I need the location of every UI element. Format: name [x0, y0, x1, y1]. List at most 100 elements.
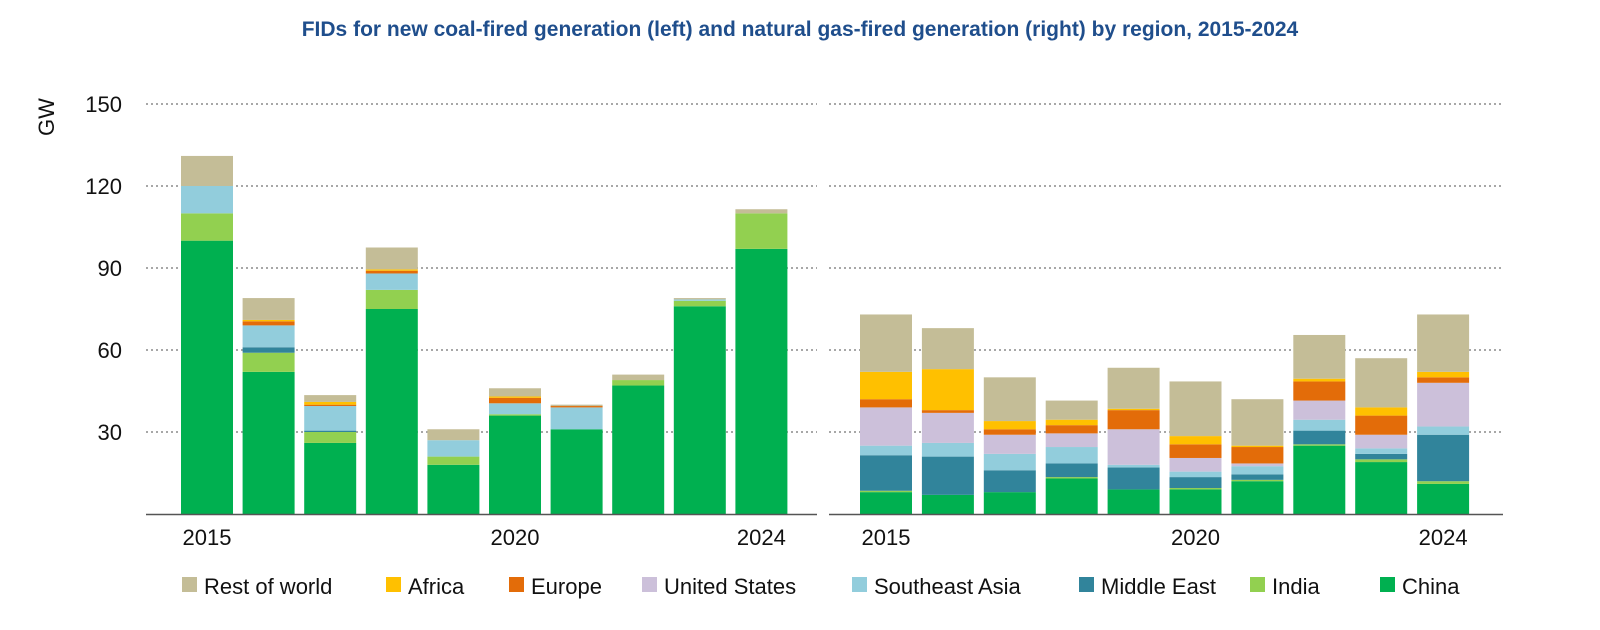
x-tick-label-coal: 2015	[183, 525, 232, 550]
bar-coal-2017-middle-east	[304, 430, 357, 432]
bar-coal-2023-india	[673, 300, 726, 307]
legend-label-rest-of-world: Rest of world	[204, 574, 332, 599]
bar-gas-2020-united-states	[1169, 457, 1222, 472]
bar-coal-2016-africa	[242, 319, 295, 322]
legend-swatch-middle-east	[1079, 577, 1094, 592]
bar-coal-2017-africa	[304, 401, 357, 405]
bar-gas-2024-united-states	[1417, 382, 1470, 427]
bar-gas-2019-europe	[1107, 410, 1160, 430]
bar-gas-2015-india	[860, 490, 912, 493]
legend-swatch-united-states	[642, 577, 657, 592]
bar-gas-2021-middle-east	[1231, 474, 1284, 480]
bar-coal-2022-rest-of-world	[612, 374, 665, 381]
bar-coal-2015-rest-of-world	[181, 155, 233, 186]
bar-gas-2023-india	[1355, 459, 1408, 463]
bar-coal-2016-southeast-asia	[242, 325, 295, 348]
bar-gas-2022-united-states	[1293, 400, 1346, 420]
bar-gas-2016-united-states	[921, 412, 974, 443]
bar-coal-2020-africa	[489, 396, 541, 398]
bar-gas-2019-southeast-asia	[1107, 464, 1160, 468]
bar-gas-2020-europe	[1169, 444, 1222, 458]
x-tick-label-coal: 2024	[737, 525, 786, 550]
legend-swatch-india	[1250, 577, 1265, 592]
bar-gas-2015-china	[860, 492, 912, 514]
bar-gas-2017-china	[983, 492, 1036, 514]
bar-coal-2024-india	[735, 213, 788, 249]
bar-gas-2022-southeast-asia	[1293, 419, 1346, 431]
bar-coal-2023-china	[673, 306, 726, 514]
bar-coal-2015-china	[181, 240, 233, 514]
legend-swatch-china	[1380, 577, 1395, 592]
bar-gas-2016-rest-of-world	[921, 328, 974, 370]
bar-coal-2019-china	[427, 464, 480, 514]
bar-gas-2024-southeast-asia	[1417, 426, 1470, 435]
bar-gas-2023-united-states	[1355, 434, 1408, 449]
bar-gas-2020-middle-east	[1169, 477, 1222, 489]
legend-label-africa: Africa	[408, 574, 465, 599]
bar-coal-2021-southeast-asia	[550, 407, 603, 430]
bar-gas-2021-africa	[1231, 445, 1284, 448]
legend-swatch-southeast-asia	[852, 577, 867, 592]
bar-coal-2020-southeast-asia	[489, 403, 541, 415]
bar-gas-2021-southeast-asia	[1231, 466, 1284, 475]
bar-gas-2024-india	[1417, 481, 1470, 484]
x-tick-label-gas: 2024	[1419, 525, 1468, 550]
bar-gas-2016-southeast-asia	[921, 442, 974, 457]
bar-gas-2022-europe	[1293, 381, 1346, 401]
legend-swatch-africa	[386, 577, 401, 592]
chart-title: FIDs for new coal-fired generation (left…	[301, 18, 1299, 41]
bar-gas-2021-china	[1231, 481, 1284, 514]
bar-gas-2023-europe	[1355, 415, 1408, 435]
bar-gas-2020-rest-of-world	[1169, 381, 1222, 437]
bar-gas-2019-united-states	[1107, 429, 1160, 465]
bar-coal-2018-rest-of-world	[365, 247, 418, 270]
bar-gas-2019-rest-of-world	[1107, 367, 1160, 409]
bar-coal-2020-rest-of-world	[489, 388, 541, 397]
bar-gas-2021-rest-of-world	[1231, 399, 1284, 446]
bar-gas-2017-africa	[983, 421, 1036, 430]
bar-gas-2017-southeast-asia	[983, 453, 1036, 471]
bar-gas-2023-middle-east	[1355, 453, 1408, 460]
bar-coal-2019-southeast-asia	[427, 440, 480, 457]
legend-label-southeast-asia: Southeast Asia	[874, 574, 1022, 599]
x-tick-label-gas: 2020	[1171, 525, 1220, 550]
bar-gas-2015-africa	[860, 371, 912, 400]
y-tick-label: 90	[98, 256, 122, 281]
bar-gas-2015-rest-of-world	[860, 314, 912, 372]
bar-gas-2018-united-states	[1045, 433, 1098, 448]
bar-gas-2018-india	[1045, 477, 1098, 479]
bar-gas-2022-africa	[1293, 378, 1346, 382]
bar-gas-2024-china	[1417, 483, 1470, 514]
bar-coal-2017-southeast-asia	[304, 406, 357, 431]
bar-coal-2021-china	[550, 429, 603, 514]
bar-gas-2016-europe	[921, 410, 974, 413]
bar-coal-2018-africa	[365, 269, 418, 271]
bar-gas-2018-southeast-asia	[1045, 447, 1098, 464]
bar-gas-2020-china	[1169, 489, 1222, 514]
bar-gas-2015-europe	[860, 399, 912, 408]
bar-gas-2017-middle-east	[983, 470, 1036, 493]
bar-coal-2016-china	[242, 371, 295, 514]
bar-gas-2019-africa	[1107, 408, 1160, 411]
bar-gas-2024-europe	[1417, 377, 1470, 383]
bar-coal-2024-rest-of-world	[735, 209, 788, 214]
bar-coal-2021-europe	[550, 406, 603, 408]
bar-gas-2017-europe	[983, 429, 1036, 435]
bar-gas-2023-africa	[1355, 407, 1408, 416]
bar-gas-2020-africa	[1169, 436, 1222, 445]
y-tick-label: 150	[85, 92, 122, 117]
bar-coal-2017-europe	[304, 404, 357, 407]
bar-gas-2023-rest-of-world	[1355, 358, 1408, 408]
bar-gas-2022-china	[1293, 445, 1346, 514]
bar-coal-2017-china	[304, 442, 357, 514]
legend-label-india: India	[1272, 574, 1320, 599]
bar-gas-2015-united-states	[860, 407, 912, 446]
bar-gas-2016-africa	[921, 369, 974, 411]
bar-coal-2019-rest-of-world	[427, 429, 480, 441]
bar-coal-2016-india	[242, 352, 295, 372]
legend-label-united-states: United States	[664, 574, 796, 599]
bar-gas-2017-rest-of-world	[983, 377, 1036, 422]
y-axis-label: GW	[34, 98, 59, 136]
bar-coal-2015-southeast-asia	[181, 186, 233, 214]
